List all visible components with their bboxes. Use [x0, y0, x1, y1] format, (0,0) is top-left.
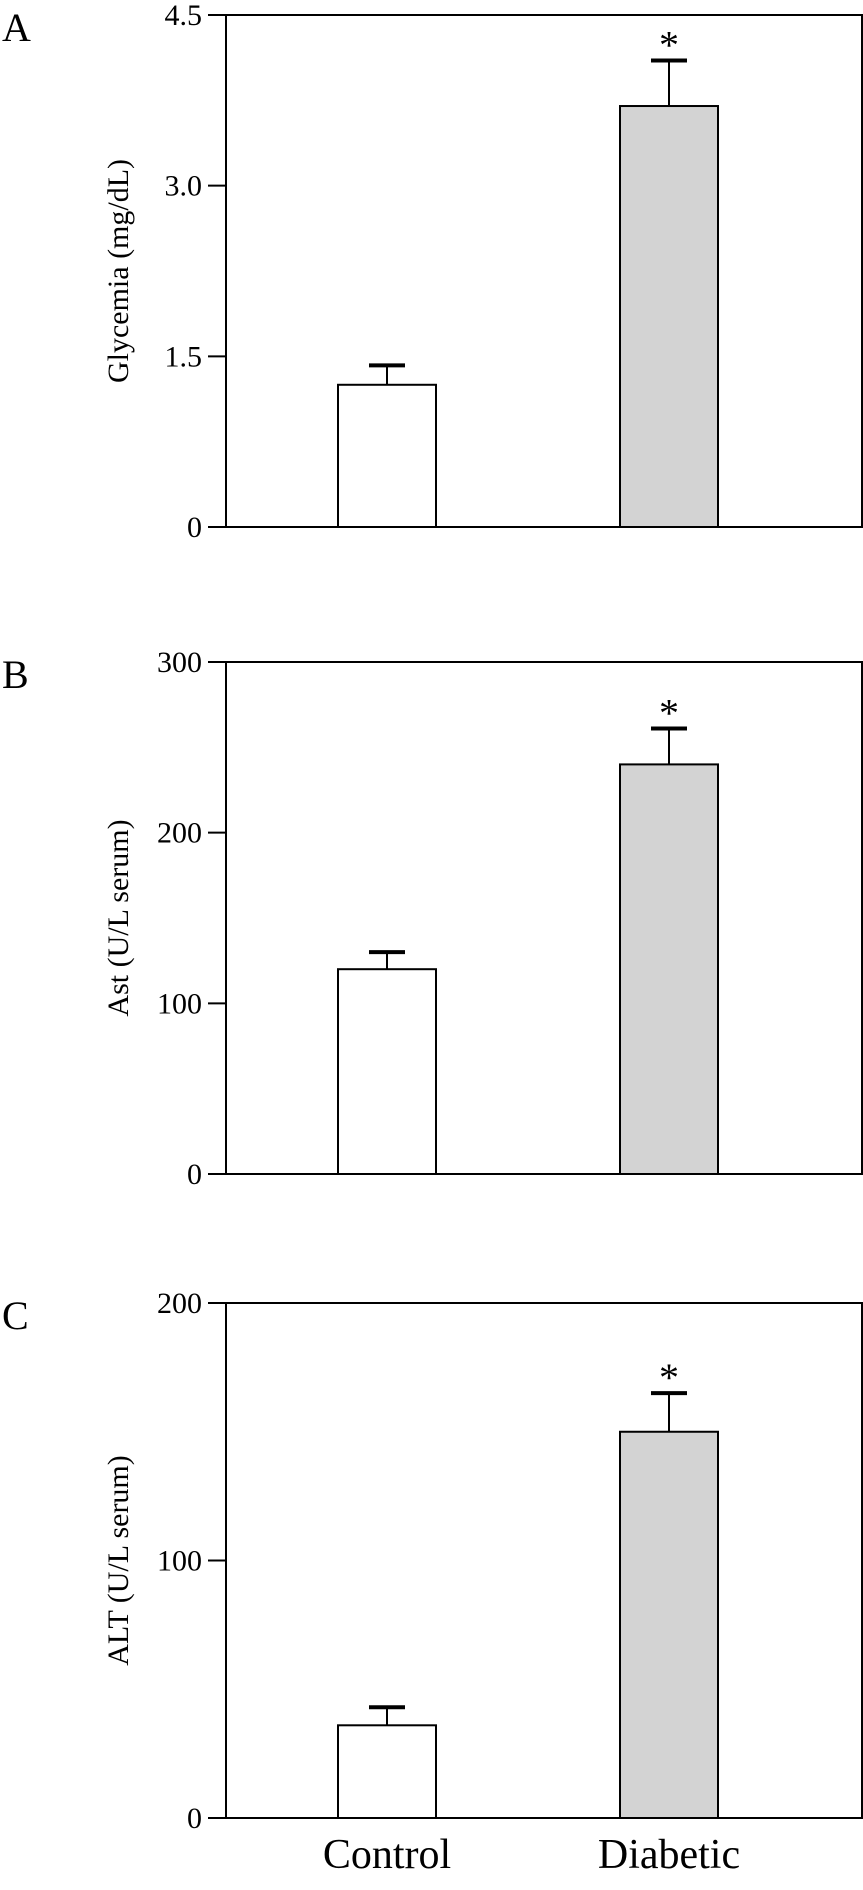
panel-label-c: C	[2, 1293, 29, 1338]
bar-control	[337, 1724, 437, 1820]
x-category-label-diabetic: Diabetic	[598, 1832, 740, 1878]
y-tick-label: 0	[187, 1802, 202, 1835]
y-tick-label: 100	[157, 987, 202, 1020]
bar-control	[337, 968, 437, 1176]
panel-c-frame	[225, 1302, 863, 1819]
panel-label-a: A	[2, 5, 31, 50]
significance-marker: *	[659, 691, 679, 736]
y-tick-label: 4.5	[165, 0, 203, 32]
panel-a-frame	[225, 14, 863, 528]
y-axis-title: Glycemia (mg/dL)	[102, 159, 135, 383]
y-tick-label: 200	[157, 817, 202, 850]
y-tick-label: 100	[157, 1545, 202, 1578]
significance-marker: *	[659, 23, 679, 68]
bar-diabetic	[619, 763, 719, 1176]
panel-b-frame	[225, 661, 863, 1175]
y-tick-label: 1.5	[165, 340, 203, 373]
x-category-label-control: Control	[323, 1832, 451, 1878]
y-axis-title: Ast (U/L serum)	[102, 819, 135, 1016]
y-axis-title: ALT (U/L serum)	[102, 1455, 135, 1666]
y-tick-label: 300	[157, 646, 202, 679]
y-tick-label: 0	[187, 511, 202, 544]
y-tick-label: 0	[187, 1158, 202, 1191]
bar-diabetic	[619, 105, 719, 529]
bar-control	[337, 383, 437, 528]
panel-label-b: B	[2, 652, 29, 697]
significance-marker: *	[659, 1355, 679, 1400]
bar-diabetic	[619, 1430, 719, 1819]
y-tick-label: 200	[157, 1287, 202, 1320]
y-tick-label: 3.0	[165, 170, 203, 203]
